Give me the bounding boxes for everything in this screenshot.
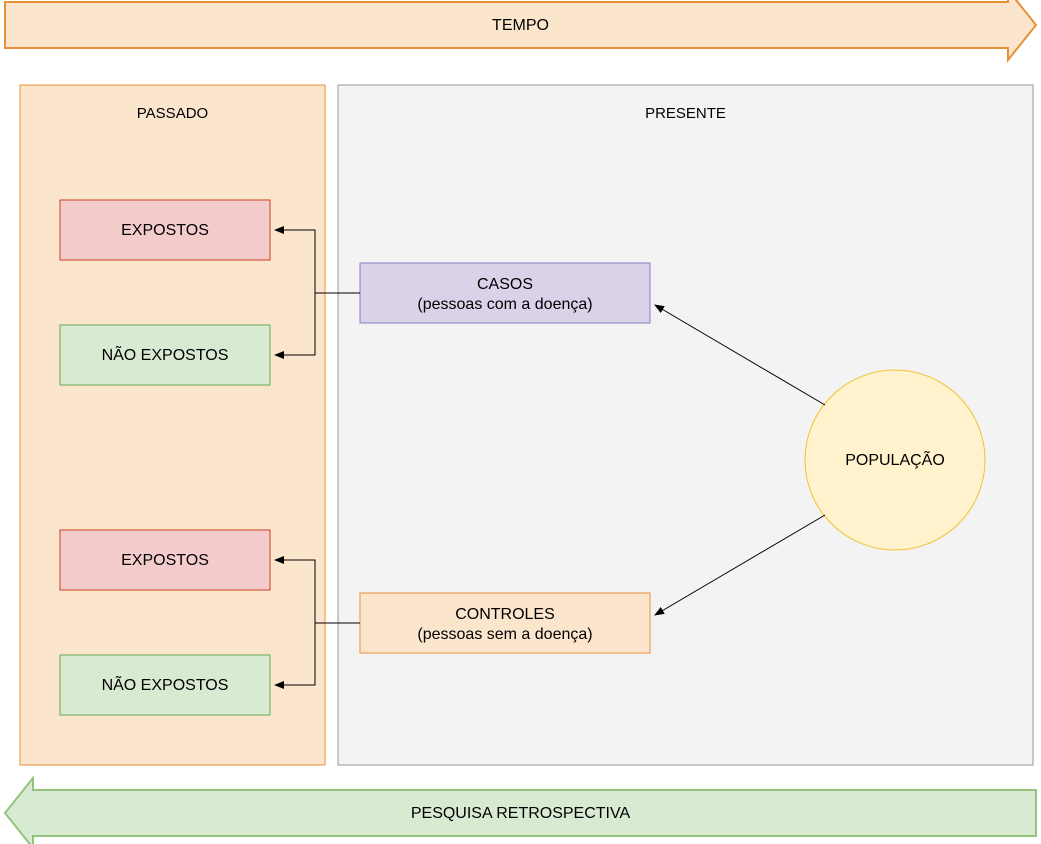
diagram-root: TEMPO PASSADO PRESENTE EXPOSTOS NÃO EXPOSTOS… xyxy=(0,0,1041,844)
nao-expostos1-label: NÃO EXPOSTOS xyxy=(102,344,229,364)
expostos2-label: EXPOSTOS xyxy=(121,552,209,569)
casos-label-1: CASOS xyxy=(477,276,533,293)
controles-label-1: CONTROLES xyxy=(455,606,555,623)
presente-label: PRESENTE xyxy=(645,105,726,122)
nao-expostos2-label: NÃO EXPOSTOS xyxy=(102,674,229,694)
pesquisa-label: PESQUISA RETROSPECTIVA xyxy=(411,805,631,822)
passado-label: PASSADO xyxy=(137,105,208,122)
tempo-label: TEMPO xyxy=(492,17,549,34)
populacao-label: POPULAÇÃO xyxy=(845,449,945,469)
casos-label-2: (pessoas com a doença) xyxy=(417,296,592,313)
controles-label-2: (pessoas sem a doença) xyxy=(417,626,592,643)
casos-box xyxy=(360,263,650,323)
controles-box xyxy=(360,593,650,653)
expostos1-label: EXPOSTOS xyxy=(121,222,209,239)
diagram-svg: TEMPO PASSADO PRESENTE EXPOSTOS NÃO EXPOSTOS… xyxy=(0,0,1041,844)
